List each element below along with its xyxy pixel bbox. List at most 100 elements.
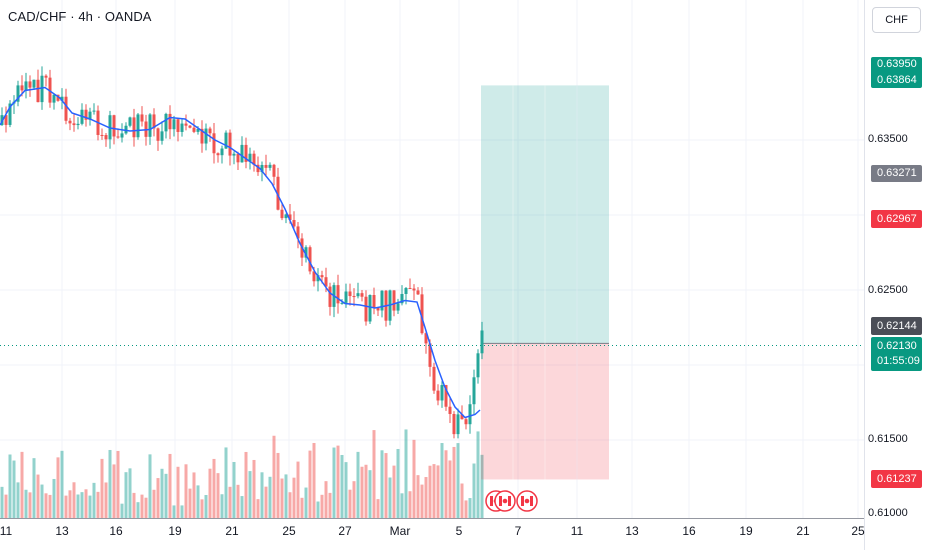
candle-body bbox=[416, 290, 420, 295]
candle-body bbox=[20, 85, 24, 91]
candle-body bbox=[72, 123, 76, 126]
candle-body bbox=[68, 120, 72, 124]
candle-body bbox=[340, 302, 344, 304]
volume-bar bbox=[176, 466, 180, 518]
volume-bar bbox=[48, 494, 52, 518]
date-axis-label: 25 bbox=[851, 524, 865, 538]
price-axis-label: 0.62500 bbox=[868, 284, 908, 296]
candle-body bbox=[236, 153, 240, 163]
volume-bar bbox=[428, 465, 432, 518]
candle-body bbox=[424, 333, 428, 344]
volume-bar bbox=[400, 493, 404, 518]
candle-body bbox=[404, 288, 408, 294]
candle-body bbox=[32, 79, 36, 88]
candle-body bbox=[192, 127, 196, 132]
volume-bar bbox=[36, 474, 40, 518]
volume-bar bbox=[64, 495, 68, 518]
volume-bar bbox=[328, 492, 332, 518]
price-axis-label: 0.63500 bbox=[868, 133, 908, 145]
candle-body bbox=[8, 103, 12, 125]
candle-body bbox=[408, 288, 412, 290]
candle-body bbox=[240, 144, 244, 163]
volume-bar bbox=[344, 462, 348, 518]
symbol-title[interactable]: CAD/CHF · 4h · OANDA bbox=[8, 9, 152, 24]
candle-body bbox=[164, 113, 168, 132]
volume-bar bbox=[232, 461, 236, 518]
entry-price-tag: 0.62144 bbox=[871, 317, 922, 335]
candle-body bbox=[36, 79, 40, 103]
volume-bar bbox=[424, 477, 428, 518]
volume-bar bbox=[472, 463, 476, 518]
candle-body bbox=[88, 111, 92, 120]
date-axis-label: 27 bbox=[338, 524, 352, 538]
volume-bar bbox=[288, 492, 292, 518]
volume-bar bbox=[448, 460, 452, 518]
candle-body bbox=[336, 285, 340, 304]
candle-body bbox=[432, 366, 436, 391]
candle-body bbox=[128, 117, 132, 126]
stop-price-tag: 0.61237 bbox=[871, 470, 922, 488]
volume-bar bbox=[256, 499, 260, 518]
volume-bar bbox=[180, 505, 184, 518]
ma-value-tag: 0.63271 bbox=[871, 165, 922, 182]
candle-body bbox=[400, 293, 404, 304]
canada-flag-icon[interactable] bbox=[494, 490, 516, 512]
volume-bar bbox=[308, 450, 312, 518]
candle-body bbox=[368, 295, 372, 322]
candle-body bbox=[204, 128, 208, 144]
candle-body bbox=[188, 125, 192, 128]
canada-flag-icon[interactable] bbox=[516, 490, 538, 512]
volume-bar bbox=[156, 478, 160, 518]
moving-average-line bbox=[0, 86, 481, 419]
candle-body bbox=[136, 114, 140, 138]
volume-bar bbox=[228, 486, 232, 518]
grid-lines bbox=[0, 0, 864, 518]
candle-body bbox=[324, 277, 328, 287]
candle-body bbox=[124, 125, 128, 134]
volume-bar bbox=[252, 459, 256, 518]
volume-bar bbox=[184, 464, 188, 518]
volume-bar bbox=[12, 460, 16, 518]
candle-body bbox=[132, 117, 136, 138]
volume-bar bbox=[304, 487, 308, 518]
candle-body bbox=[264, 164, 268, 168]
candle-body bbox=[84, 109, 88, 120]
date-axis-label: 13 bbox=[625, 524, 639, 538]
candle-body bbox=[248, 153, 252, 162]
volume-bar bbox=[432, 464, 436, 518]
volume-bar bbox=[408, 491, 412, 518]
volume-bar bbox=[476, 431, 480, 518]
long-position-tool[interactable] bbox=[481, 85, 609, 480]
volume-bar bbox=[460, 483, 464, 518]
volume-bar bbox=[112, 464, 116, 518]
volume-bar bbox=[68, 490, 72, 518]
date-axis-label: Mar bbox=[389, 524, 411, 538]
candle-body bbox=[420, 294, 424, 334]
candle-body bbox=[24, 81, 28, 91]
volume-bar bbox=[104, 482, 108, 518]
volume-bar bbox=[120, 503, 124, 518]
date-axis-label: 11 bbox=[570, 524, 584, 538]
volume-bar bbox=[464, 500, 468, 518]
volume-bar bbox=[320, 494, 324, 518]
volume-bar bbox=[128, 468, 132, 518]
candle-body bbox=[440, 385, 444, 401]
volume-bar bbox=[444, 450, 448, 518]
volume-bar bbox=[248, 471, 252, 518]
candle-body bbox=[184, 123, 188, 126]
price-axis-label: 0.61000 bbox=[868, 507, 908, 519]
moving-average-path bbox=[0, 86, 481, 419]
candle-body bbox=[328, 286, 332, 307]
candle-body bbox=[448, 406, 452, 415]
volume-bar bbox=[240, 496, 244, 518]
candle-body bbox=[380, 290, 384, 311]
volume-bar bbox=[172, 505, 176, 518]
last-price-value: 0.62130 bbox=[877, 340, 917, 352]
currency-button[interactable]: CHF bbox=[872, 7, 921, 33]
volume-bar bbox=[108, 449, 112, 518]
loss-zone bbox=[481, 343, 609, 480]
candle-body bbox=[216, 153, 220, 156]
candle-body bbox=[284, 214, 288, 219]
